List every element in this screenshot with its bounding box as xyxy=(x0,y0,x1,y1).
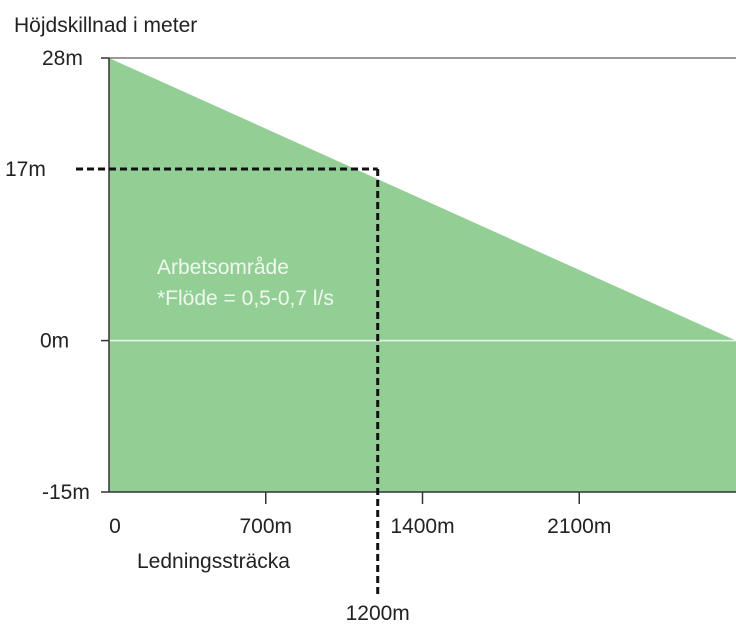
x-tick-label: 700m xyxy=(239,515,292,538)
marker-x-label: 1200m xyxy=(346,602,410,625)
x-tick-label: 2100m xyxy=(547,515,611,538)
y-tick-label: -15m xyxy=(42,481,90,504)
x-axis-label: Ledningssträcka xyxy=(137,550,290,573)
y-axis-label: Höjdskillnad i meter xyxy=(14,14,197,37)
y-tick-label: 0m xyxy=(40,330,69,353)
x-tick-label: 0 xyxy=(109,515,121,538)
y-tick-label: 28m xyxy=(42,47,83,70)
y-tick-labels: 28m 17m 0m -15m xyxy=(5,47,109,504)
area-fill xyxy=(109,58,736,492)
marker: 1200m xyxy=(76,167,410,625)
plot-area xyxy=(108,57,736,493)
annotation-line: Arbetsområde xyxy=(157,256,289,279)
y-tick-label: 17m xyxy=(5,158,46,181)
area-annotation: Arbetsområde *Flöde = 0,5-0,7 l/s xyxy=(157,256,334,310)
x-tick-label: 1400m xyxy=(390,515,454,538)
annotation-line: *Flöde = 0,5-0,7 l/s xyxy=(157,287,334,310)
x-tick-labels: 0 700m 1400m 2100m xyxy=(109,492,611,538)
